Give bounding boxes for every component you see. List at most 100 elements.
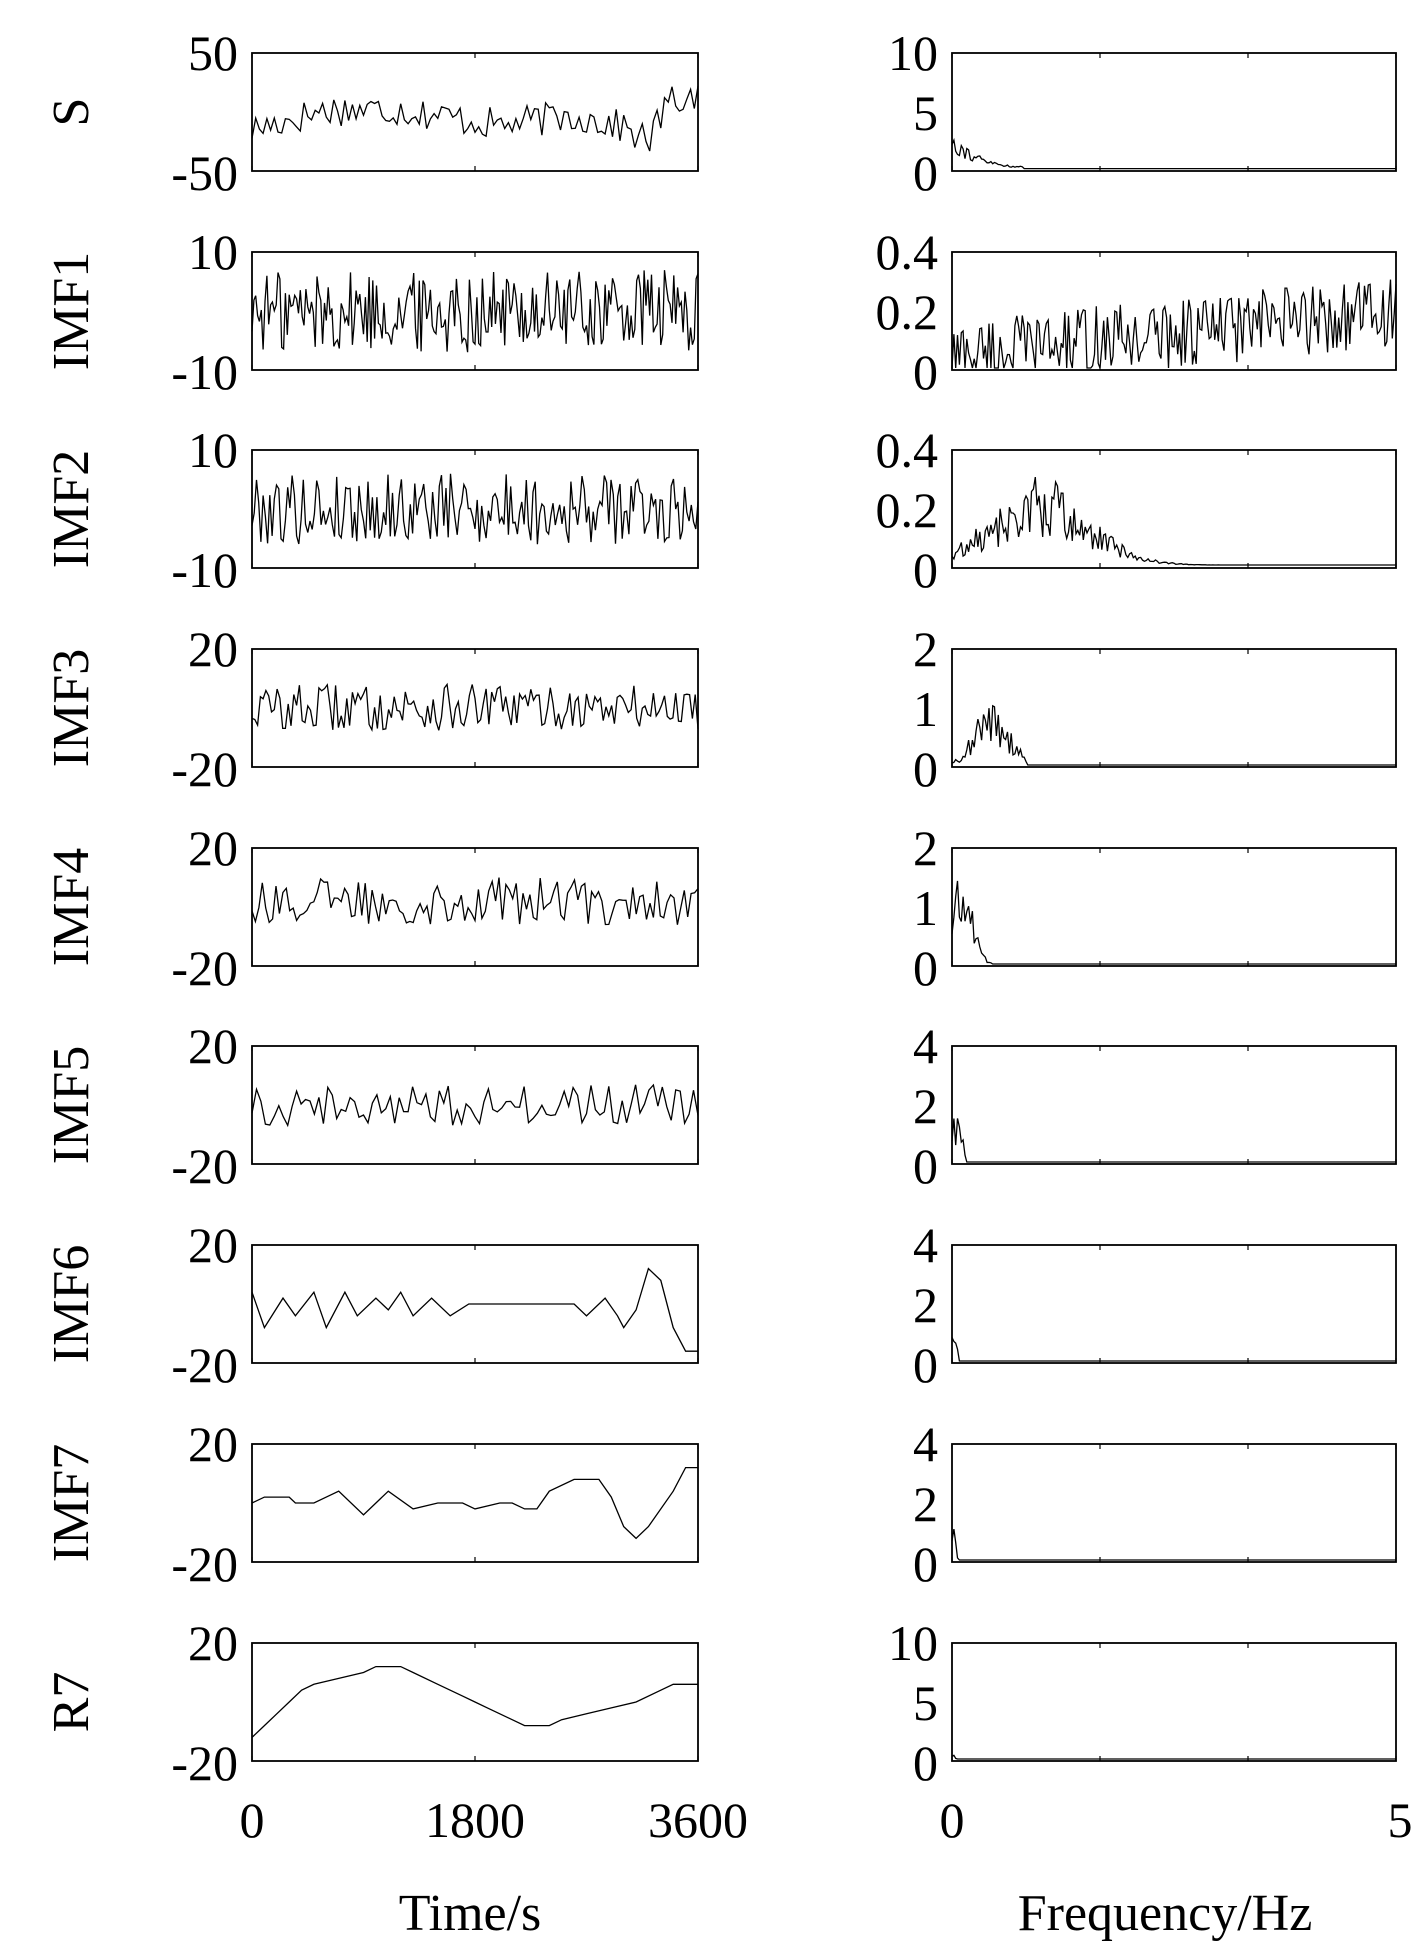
time-panel-imf7: 20 -20 <box>171 1416 699 1592</box>
freq-panel-imf4-ytick-label: 2 <box>913 820 938 876</box>
freq-panel-r7-ytick-label: 10 <box>888 1615 938 1671</box>
time-xtick-label: 1800 <box>425 1792 525 1848</box>
time-panel-imf7-series-line <box>251 1466 698 1540</box>
freq-panel-imf6-ytick-label: 0 <box>913 1337 938 1393</box>
freq-panel-s-ytick-label: 0 <box>913 145 938 201</box>
time-panel-imf2-ytick-label: -10 <box>171 542 238 598</box>
freq-panel-imf2-series-line <box>951 476 1396 566</box>
freq-panel-imf5-ytick-label: 2 <box>913 1078 938 1134</box>
freq-panel-imf4: 210 <box>913 820 1397 996</box>
row-label-imf7: IMF7 <box>43 1444 100 1562</box>
row-label-imf5: IMF5 <box>43 1046 100 1164</box>
freq-panel-imf2-ytick-label: 0.4 <box>876 422 939 478</box>
freq-panel-imf4-ytick-label: 0 <box>913 940 938 996</box>
time-panel-s-frame <box>251 52 699 172</box>
time-panel-imf3-ytick-label: 20 <box>188 621 238 677</box>
time-panel-imf6-series-line <box>251 1267 698 1352</box>
freq-panel-r7-ytick-label: 0 <box>913 1735 938 1791</box>
time-axis-title: Time/s <box>399 1885 542 1942</box>
row-label-imf4: IMF4 <box>43 848 100 966</box>
freq-panel-imf7-ytick-label: 0 <box>913 1536 938 1592</box>
time-panel-r7-ytick-label: 20 <box>188 1615 238 1671</box>
freq-panel-imf6-series-line <box>951 1337 1396 1362</box>
freq-panel-imf5: 420 <box>913 1018 1397 1194</box>
freq-panel-imf3-series-line <box>951 704 1396 766</box>
freq-panel-s-ytick-label: 10 <box>888 25 938 81</box>
freq-panel-imf3-frame <box>951 648 1397 768</box>
time-panel-r7-series-line <box>251 1665 698 1738</box>
time-panel-r7: 20 -20 <box>171 1615 699 1791</box>
freq-panel-imf7-series-line <box>951 1528 1396 1561</box>
time-panel-imf4-ytick-label: 20 <box>188 820 238 876</box>
freq-panel-imf1-series-line <box>951 279 1397 369</box>
freq-panel-imf3: 210 <box>913 621 1397 797</box>
row-label-imf3: IMF3 <box>43 649 100 767</box>
freq-xtick-label: 0 <box>940 1792 965 1848</box>
time-panel-imf1: 10 -10 <box>171 224 699 400</box>
freq-xtick-label: 5 <box>1388 1792 1413 1848</box>
time-panel-s: 50 -50 <box>171 25 699 201</box>
time-panel-imf4-frame <box>251 847 699 967</box>
time-panel-imf6-ytick-label: 20 <box>188 1217 238 1273</box>
time-panel-s-series-line <box>251 85 699 152</box>
time-panel-imf1-frame <box>251 251 699 371</box>
time-panel-s-ytick-label: 50 <box>188 25 238 81</box>
freq-panel-imf2-ytick-label: 0 <box>913 542 938 598</box>
time-panel-imf7-frame <box>251 1443 699 1563</box>
row-label-s: S <box>43 98 100 127</box>
frequency-axis-title: Frequency/Hz <box>1018 1885 1313 1942</box>
freq-panel-r7-ytick-label: 5 <box>913 1675 938 1731</box>
freq-panel-imf2: 0.40.20 <box>876 422 1397 598</box>
time-panel-imf4: 20 -20 <box>171 820 699 996</box>
time-panel-imf6-ytick-label: -20 <box>171 1337 238 1393</box>
time-panel-s-ytick-label: -50 <box>171 145 238 201</box>
freq-panel-imf6-frame <box>951 1244 1397 1364</box>
freq-panel-imf2-ytick-label: 0.2 <box>876 482 939 538</box>
freq-panel-imf7: 420 <box>913 1416 1397 1592</box>
freq-panel-imf5-frame <box>951 1045 1397 1165</box>
freq-panel-s-ytick-label: 5 <box>913 85 938 141</box>
time-panel-imf4-ytick-label: -20 <box>171 940 238 996</box>
time-panel-imf2-frame <box>251 449 699 569</box>
freq-panel-s-series-line <box>951 137 1396 170</box>
freq-panel-s-frame <box>951 52 1397 172</box>
freq-panel-imf6-ytick-label: 4 <box>913 1217 938 1273</box>
time-xtick-label: 3600 <box>648 1792 748 1848</box>
time-panel-imf1-ytick-label: -10 <box>171 344 238 400</box>
freq-panel-imf1: 0.40.20 <box>876 224 1397 400</box>
freq-panel-imf3-ytick-label: 1 <box>913 681 938 737</box>
time-panel-imf2-series-line <box>251 473 699 545</box>
freq-panel-imf5-ytick-label: 0 <box>913 1138 938 1194</box>
freq-panel-imf7-ytick-label: 2 <box>913 1476 938 1532</box>
freq-panel-imf7-ytick-label: 4 <box>913 1416 938 1472</box>
time-panel-imf4-series-line <box>251 877 699 926</box>
freq-panel-imf4-series-line <box>951 880 1396 965</box>
freq-panel-imf6-ytick-label: 2 <box>913 1277 938 1333</box>
freq-panel-imf2-frame <box>951 449 1397 569</box>
freq-panel-imf4-frame <box>951 847 1397 967</box>
row-label-imf1: IMF1 <box>43 252 100 370</box>
time-panel-imf5-series-line <box>251 1083 699 1128</box>
time-panel-imf3-frame <box>251 648 699 768</box>
time-panel-imf2: 10 -10 <box>171 422 699 598</box>
time-panel-imf5: 20 -20 <box>171 1018 699 1194</box>
time-panel-imf2-ytick-label: 10 <box>188 422 238 478</box>
time-panel-imf7-ytick-label: 20 <box>188 1416 238 1472</box>
freq-panel-imf4-ytick-label: 1 <box>913 880 938 936</box>
time-panel-imf3-ytick-label: -20 <box>171 741 238 797</box>
freq-panel-imf3-ytick-label: 2 <box>913 621 938 677</box>
row-label-r7: R7 <box>43 1672 100 1733</box>
time-panel-imf1-series-line <box>251 270 699 353</box>
time-panel-imf5-frame <box>251 1045 699 1165</box>
time-panel-r7-ytick-label: -20 <box>171 1735 238 1791</box>
row-label-imf2: IMF2 <box>43 450 100 568</box>
freq-panel-imf1-ytick-label: 0.4 <box>876 224 939 280</box>
time-panel-imf7-ytick-label: -20 <box>171 1536 238 1592</box>
row-label-imf6: IMF6 <box>43 1245 100 1363</box>
time-panel-imf6: 20 -20 <box>171 1217 699 1393</box>
freq-panel-imf3-ytick-label: 0 <box>913 741 938 797</box>
time-panel-imf1-ytick-label: 10 <box>188 224 238 280</box>
